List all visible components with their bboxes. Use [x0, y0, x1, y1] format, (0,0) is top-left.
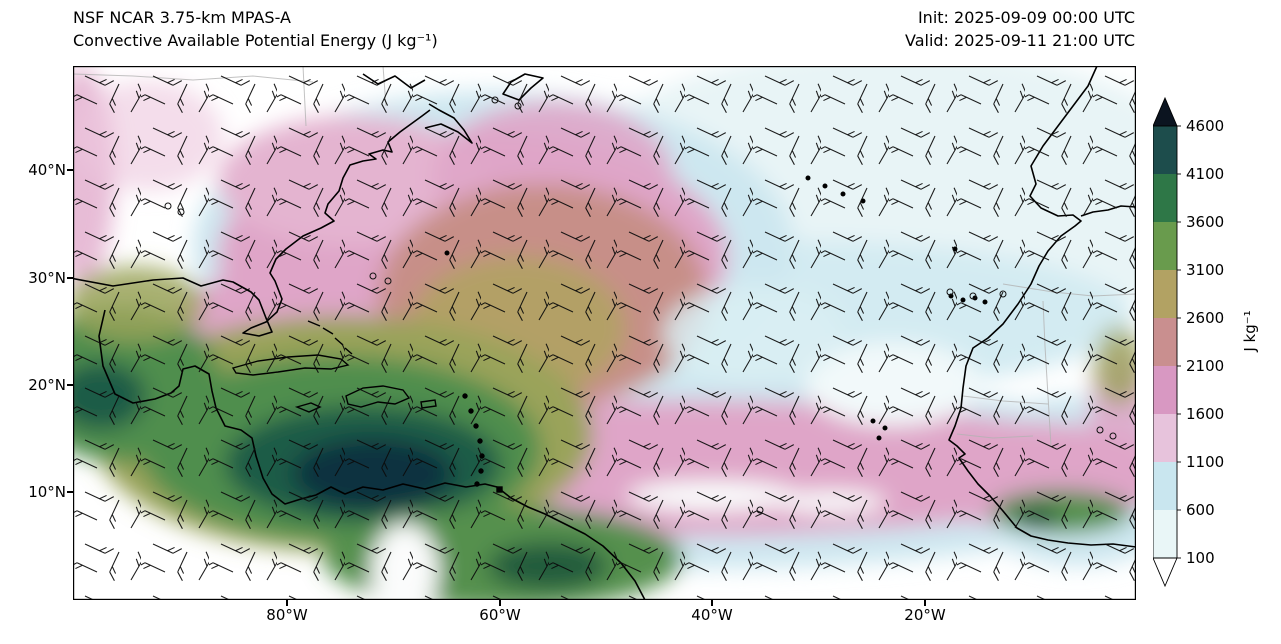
x-tick-label-80w: 80°W [266, 606, 308, 624]
colorbar-tick-labels: 4600 4100 3600 3100 2600 2100 1600 1100 … [1186, 117, 1224, 567]
map-frame [73, 66, 1136, 600]
map-svg [73, 66, 1136, 600]
x-tick-label-60w: 60°W [479, 606, 521, 624]
y-axis-tick [67, 169, 73, 171]
y-axis-tick [67, 491, 73, 493]
variable-title: Convective Available Potential Energy (J… [73, 31, 438, 50]
x-axis-tick [286, 600, 288, 606]
map-plot [73, 66, 1136, 600]
x-tick-label-40w: 40°W [691, 606, 733, 624]
colorbar-units-label: J kg⁻¹ [1241, 310, 1259, 352]
x-axis-tick [499, 600, 501, 606]
colorbar-tick-4100: 4100 [1186, 165, 1224, 183]
colorbar-tick-100: 100 [1186, 549, 1215, 567]
y-axis-tick [67, 384, 73, 386]
colorbar-tick-2100: 2100 [1186, 357, 1224, 375]
init-time-label: Init: 2025-09-09 00:00 UTC [917, 8, 1135, 27]
x-axis-tick [924, 600, 926, 606]
colorbar-tick-2600: 2600 [1186, 309, 1224, 327]
colorbar-tick-1600: 1600 [1186, 405, 1224, 423]
colorbar-bands [1153, 126, 1177, 558]
colorbar-svg: 4600 4100 3600 3100 2600 2100 1600 1100 … [1153, 96, 1224, 588]
colorbar-tick-1100: 1100 [1186, 453, 1224, 471]
y-tick-label-20n: 20°N [28, 376, 66, 394]
colorbar-over-arrow [1153, 96, 1178, 127]
colorbar-tick-3600: 3600 [1186, 213, 1224, 231]
colorbar-tick-4600: 4600 [1186, 117, 1224, 135]
colorbar: 4600 4100 3600 3100 2600 2100 1600 1100 … [1153, 96, 1273, 588]
wind-barbs [73, 66, 1136, 600]
colorbar-outline [1153, 125, 1178, 559]
x-axis-tick [711, 600, 713, 606]
valid-time-label: Valid: 2025-09-11 21:00 UTC [904, 31, 1135, 50]
y-tick-label-10n: 10°N [28, 483, 66, 501]
colorbar-under-arrow [1153, 557, 1178, 588]
x-tick-label-20w: 20°W [904, 606, 946, 624]
colorbar-tick-marks [1177, 125, 1181, 559]
model-title: NSF NCAR 3.75-km MPAS-A [73, 8, 291, 27]
y-tick-label-40n: 40°N [28, 161, 66, 179]
y-tick-label-30n: 30°N [28, 269, 66, 287]
colorbar-tick-3100: 3100 [1186, 261, 1224, 279]
colorbar-tick-600: 600 [1186, 501, 1215, 519]
y-axis-tick [67, 277, 73, 279]
